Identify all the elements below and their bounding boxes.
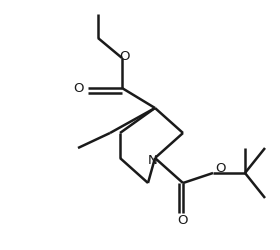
Text: N: N: [148, 154, 158, 166]
Text: O: O: [216, 162, 226, 175]
Text: O: O: [119, 50, 129, 62]
Text: O: O: [74, 82, 84, 94]
Text: O: O: [178, 214, 188, 228]
